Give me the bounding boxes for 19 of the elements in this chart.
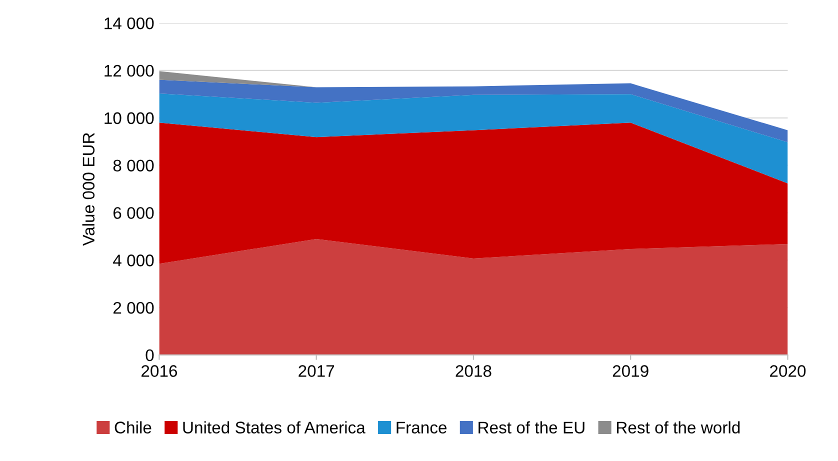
y-tick-label: 4 000 — [113, 254, 154, 266]
x-tick-label: 2019 — [612, 365, 648, 377]
y-tick-label: 14 000 — [104, 17, 154, 30]
x-tick-label: 2017 — [298, 365, 334, 377]
legend-label: United States of America — [183, 421, 366, 434]
y-tick-label: 2 000 — [113, 302, 154, 314]
y-tick-label: 12 000 — [104, 64, 154, 77]
x-tick-label: 2018 — [456, 365, 492, 377]
y-tick-label: 6 000 — [114, 207, 154, 219]
legend-label: Chile — [114, 421, 152, 434]
y-axis-title: Value 000 EUR — [82, 132, 95, 246]
x-tick-label: 2020 — [770, 365, 806, 377]
x-tick-label: 2016 — [142, 365, 178, 377]
legend-label: Rest of the world — [616, 421, 740, 434]
y-tick-label: 10 000 — [104, 112, 154, 124]
y-tick-label: 0 — [146, 349, 154, 362]
legend-label: Rest of the EU — [478, 421, 584, 434]
y-tick-label: 8 000 — [113, 160, 154, 172]
legend-label: France — [396, 422, 447, 434]
